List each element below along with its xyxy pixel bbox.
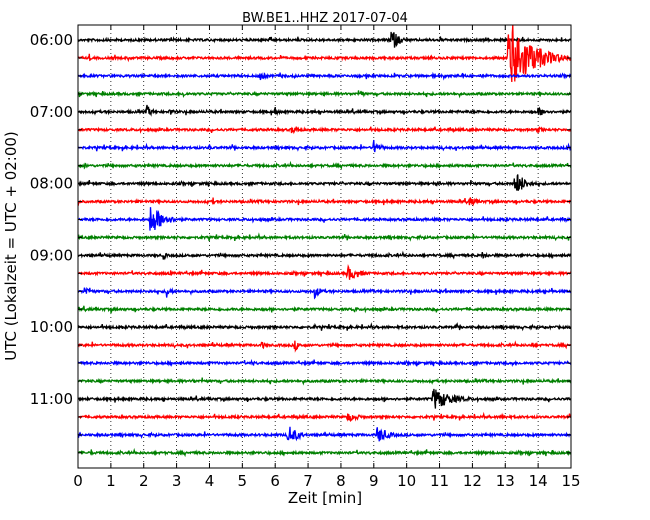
seismic-trace [77, 31, 572, 48]
seismic-trace [77, 388, 572, 409]
x-tick-label: 3 [172, 472, 182, 490]
x-tick-label: 6 [270, 472, 280, 490]
x-tick-label: 11 [430, 472, 449, 490]
y-tick-label: 09:00 [30, 246, 73, 264]
y-tick-label: 10:00 [30, 318, 73, 336]
seismic-trace [77, 411, 572, 422]
seismic-trace [77, 104, 572, 117]
x-tick-label: 2 [139, 472, 149, 490]
seismic-trace [77, 125, 572, 135]
seismic-trace [77, 24, 572, 83]
x-tick-label: 10 [397, 472, 416, 490]
seismic-trace [77, 377, 572, 386]
seismic-trace [77, 207, 572, 231]
y-tick-label: 07:00 [30, 103, 73, 121]
seismic-trace [77, 232, 572, 242]
x-tick-label: 13 [496, 472, 515, 490]
x-tick-label: 5 [238, 472, 248, 490]
seismic-trace [77, 305, 572, 315]
chart-title: BW.BE1..HHZ 2017-07-04 [242, 11, 408, 26]
x-tick-label: 7 [303, 472, 313, 490]
seismic-trace [77, 340, 572, 353]
seismic-trace [77, 139, 572, 153]
trace-layer [77, 24, 572, 458]
x-axis-label: Zeit [min] [288, 489, 362, 507]
seismic-trace [77, 197, 572, 207]
x-tick-label: 15 [561, 472, 580, 490]
seismic-trace [78, 250, 572, 261]
seismic-trace [77, 322, 572, 332]
x-tick-label: 4 [205, 472, 215, 490]
x-tick-label: 12 [463, 472, 482, 490]
x-tick-label: 0 [73, 472, 83, 490]
seismic-trace [77, 447, 572, 458]
seismic-trace [77, 90, 572, 99]
seismic-trace [77, 286, 572, 300]
x-tick-label: 14 [529, 472, 548, 490]
y-axis-label: UTC (Lokalzeit = UTC + 02:00) [2, 131, 20, 361]
x-tick-label: 9 [369, 472, 379, 490]
x-tick-label: 1 [106, 472, 116, 490]
y-tick-label: 08:00 [30, 175, 73, 193]
grid-layer [110, 25, 539, 468]
x-tick-label: 8 [336, 472, 346, 490]
seismic-trace [77, 426, 572, 442]
seismic-trace [77, 160, 572, 170]
seismic-trace [77, 71, 572, 81]
seismic-trace [77, 263, 572, 280]
y-tick-label: 11:00 [30, 390, 73, 408]
y-tick-label: 06:00 [30, 31, 73, 49]
seismic-trace [77, 358, 572, 367]
seismic-trace [77, 174, 572, 191]
plot-frame [77, 24, 572, 469]
tick-layer: 0 1 2 3 4 5 6 7 8 9 10 11 12 13 14 1506:0007:0008:0009:… [30, 25, 581, 490]
